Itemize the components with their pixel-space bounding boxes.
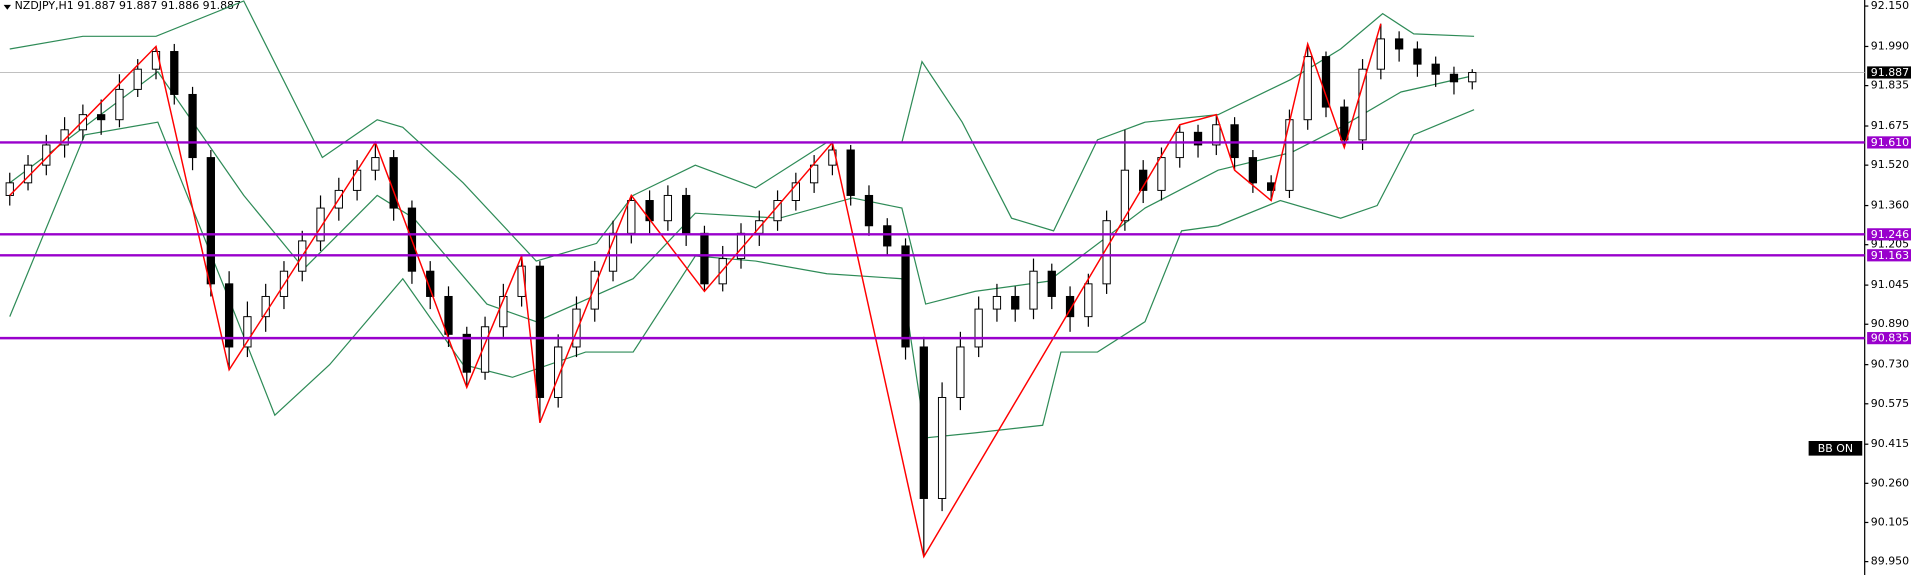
candle-body	[809, 164, 819, 184]
candle-body	[627, 200, 636, 234]
candle-body	[864, 194, 874, 227]
chart-title: NZDJPY,H1 91.887 91.887 91.886 91.887	[15, 0, 241, 12]
y-tick-label: 91.045	[1871, 278, 1909, 291]
candle-body	[883, 225, 892, 247]
candle-body	[1175, 131, 1184, 159]
y-tick-label: 91.360	[1871, 199, 1909, 212]
candle-body	[499, 295, 508, 328]
y-tick-label: 90.105	[1871, 515, 1909, 528]
candle-body	[1084, 283, 1093, 318]
candle-body	[1303, 56, 1312, 121]
y-tick-label: 90.890	[1871, 317, 1909, 330]
candle-body	[1120, 169, 1130, 222]
bb-button-label[interactable]: BB ON	[1818, 442, 1853, 455]
current-price-box	[1867, 66, 1911, 79]
candle-body	[1413, 48, 1422, 65]
candle-body	[791, 182, 800, 201]
y-tick-label: 91.205	[1871, 238, 1909, 251]
candle-body	[1011, 295, 1020, 310]
candle-body	[992, 295, 1002, 310]
y-tick-label: 90.260	[1871, 476, 1909, 489]
candle-body	[1065, 295, 1075, 318]
candle-body	[115, 88, 124, 121]
level-label: 91.163	[1871, 249, 1909, 262]
level-box	[1867, 249, 1911, 262]
candle-body	[572, 308, 581, 348]
y-tick-label: 91.835	[1871, 79, 1909, 92]
candle-body	[444, 295, 453, 335]
level-label: 91.246	[1871, 228, 1909, 241]
y-tick-label: 89.950	[1871, 555, 1909, 568]
candle-body	[1321, 56, 1331, 108]
bb-button[interactable]	[1808, 440, 1863, 456]
candle-body	[1340, 106, 1349, 141]
candle-body	[224, 283, 234, 348]
candle-body	[1029, 270, 1038, 310]
candle-body	[663, 194, 673, 222]
y-tick-label: 92.150	[1871, 0, 1909, 12]
level-label: 91.610	[1871, 136, 1909, 149]
candle-body	[1468, 71, 1477, 83]
candle-body	[1230, 124, 1239, 159]
candle-body	[1102, 220, 1111, 285]
candle-body	[937, 396, 947, 499]
candle-body	[78, 114, 88, 131]
candle-body	[1157, 157, 1166, 191]
candle-body	[243, 316, 252, 348]
candle-body	[480, 326, 490, 373]
candle-body	[1376, 38, 1385, 70]
level-box	[1867, 228, 1911, 241]
candle-body	[206, 157, 215, 285]
candle-body	[700, 232, 709, 285]
candle-body	[462, 333, 471, 373]
candle-body	[426, 270, 435, 297]
y-tick-label: 90.415	[1871, 437, 1909, 450]
candle-body	[5, 182, 14, 196]
candle-body	[1047, 270, 1056, 297]
candle-body	[554, 346, 563, 398]
bollinger-band	[9, 109, 1475, 439]
candle-body	[188, 93, 197, 159]
candle-body	[956, 346, 965, 398]
candle-body	[1394, 38, 1404, 50]
y-tick-label: 91.990	[1871, 39, 1909, 52]
candle-body	[60, 129, 69, 146]
candle-body	[1248, 157, 1258, 184]
candle-body	[371, 157, 380, 171]
candle-body	[352, 169, 362, 191]
candle-body	[919, 346, 928, 499]
y-tick-label: 91.520	[1871, 158, 1909, 171]
candle-body	[590, 270, 599, 310]
level-box	[1867, 136, 1911, 149]
menu-icon[interactable]	[3, 4, 11, 10]
y-tick-label: 91.675	[1871, 119, 1909, 132]
candle-body	[1212, 124, 1221, 146]
candle-body	[901, 245, 910, 348]
candle-body	[1449, 73, 1459, 83]
candle-body	[535, 265, 545, 398]
candle-body	[170, 51, 179, 95]
candle-body	[97, 114, 106, 121]
candle-body	[846, 149, 855, 196]
candle-body	[645, 200, 654, 222]
y-tick-label: 90.730	[1871, 358, 1909, 371]
current-price-label: 91.887	[1871, 66, 1909, 79]
candle-body	[133, 68, 142, 90]
zigzag	[9, 23, 1382, 559]
candle-body	[1193, 131, 1203, 146]
candle-body	[974, 308, 983, 348]
candle-body	[316, 207, 325, 242]
candle-body	[1431, 63, 1440, 75]
level-box	[1867, 332, 1911, 345]
candle-body	[1358, 68, 1367, 141]
candle-body	[517, 265, 526, 297]
level-label: 90.835	[1871, 332, 1909, 345]
y-tick-label: 90.575	[1871, 397, 1909, 410]
candle-body	[682, 194, 691, 234]
